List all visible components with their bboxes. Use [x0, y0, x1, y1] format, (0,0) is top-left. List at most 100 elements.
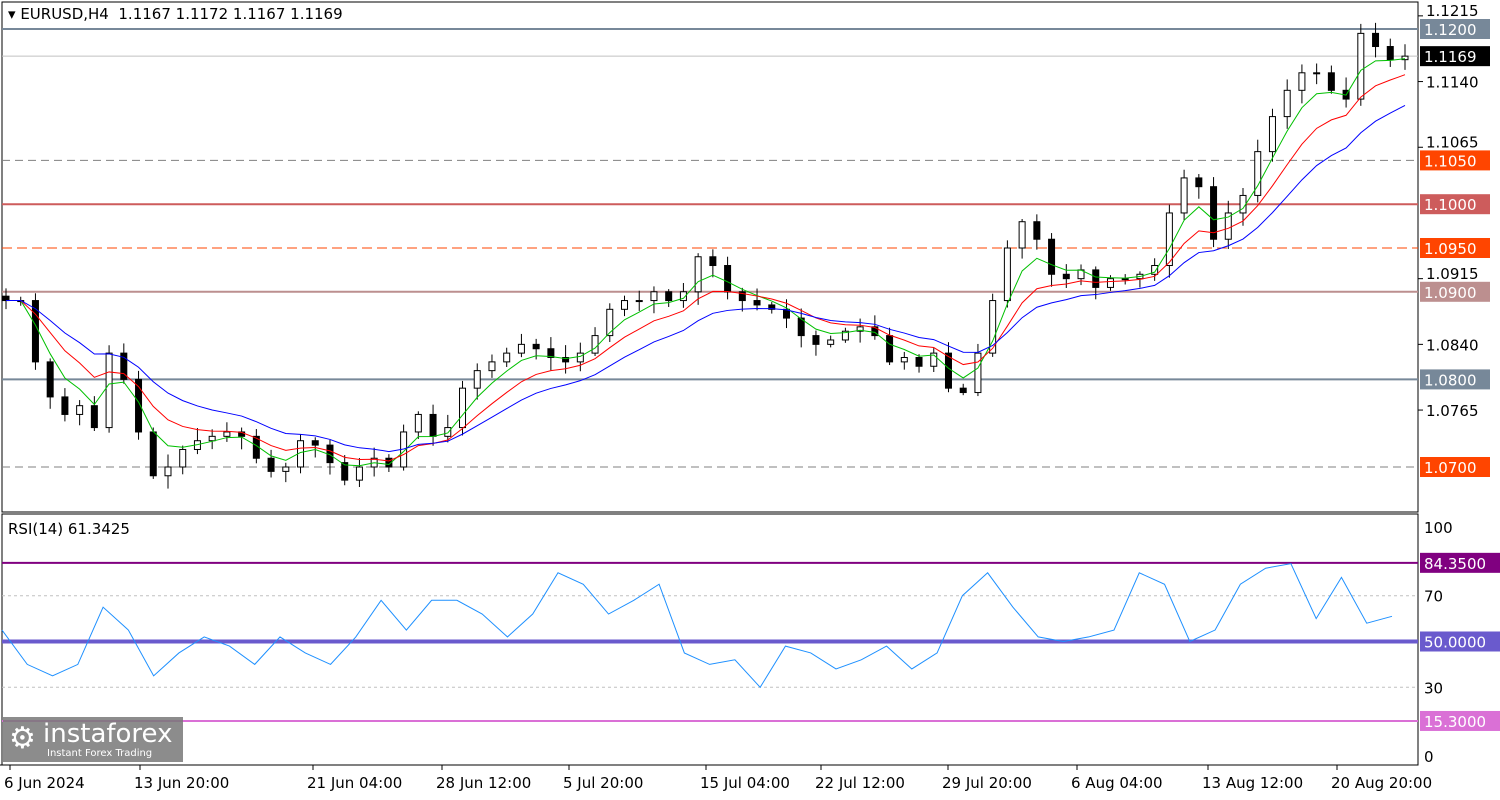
- candle-body: [1062, 273, 1070, 280]
- candle-body: [1033, 221, 1041, 240]
- candle-body: [385, 457, 393, 468]
- candle-body: [46, 361, 54, 398]
- candle-body: [135, 378, 143, 433]
- logo-name: instaforex: [43, 719, 173, 749]
- rsi-level-label: 15.3000: [1424, 713, 1486, 731]
- price-level-badge: [1420, 150, 1490, 171]
- candle-body: [694, 256, 702, 293]
- candle-body: [1048, 238, 1056, 275]
- candle-body: [827, 339, 835, 345]
- candle-body: [164, 466, 172, 477]
- candle-body: [1254, 151, 1262, 196]
- candle-body: [1106, 278, 1114, 288]
- candle-body: [915, 357, 923, 367]
- candle-body: [429, 413, 437, 437]
- rsi-header: RSI(14) 61.3425: [8, 520, 130, 538]
- price-tick-label: 1.1140: [1426, 74, 1479, 92]
- candle-body: [1401, 55, 1409, 61]
- candle-body: [1180, 177, 1188, 214]
- candle-body: [105, 352, 113, 429]
- candle-body: [900, 357, 908, 363]
- candle-body: [679, 291, 687, 302]
- rsi-level-badge: [1420, 710, 1500, 731]
- symbol: EURUSD,H4: [20, 5, 109, 23]
- logo-tagline: Instant Forex Trading: [47, 748, 153, 759]
- candle-body: [90, 405, 98, 429]
- time-tick-label: 21 Jun 04:00: [307, 774, 402, 792]
- candle-body: [1121, 278, 1129, 281]
- candle-body: [459, 387, 467, 429]
- candle-body: [1195, 177, 1203, 188]
- candle-body: [576, 352, 584, 363]
- time-tick-label: 28 Jun 12:00: [436, 774, 531, 792]
- candle-body: [1298, 72, 1306, 91]
- candle-body: [223, 431, 231, 437]
- candle-body: [606, 308, 614, 337]
- candle-body: [31, 300, 39, 363]
- price-tick-label: 1.0915: [1426, 265, 1479, 283]
- candle-body: [1386, 46, 1394, 61]
- candle-body: [76, 405, 84, 415]
- candle-body: [488, 361, 496, 372]
- candle-body: [724, 265, 732, 293]
- price-tick-label: 1.0765: [1426, 402, 1479, 420]
- price-level-label: 1.1169: [1424, 48, 1477, 66]
- candle-body: [1239, 194, 1247, 214]
- time-tick-label: 13 Jun 20:00: [134, 774, 229, 792]
- time-tick-label: 20 Aug 20:00: [1331, 774, 1432, 792]
- candle-body: [1357, 32, 1365, 100]
- price-level-label: 1.0900: [1424, 284, 1477, 302]
- price-level-label: 1.0950: [1424, 240, 1477, 258]
- rsi-level-badge: [1420, 552, 1500, 573]
- price-level-badge: [1420, 281, 1490, 302]
- price-tick-label: 1.0840: [1426, 336, 1479, 354]
- candle-body: [797, 317, 805, 337]
- price-tick-label: 1.1215: [1426, 2, 1479, 20]
- price-tick-label: 1.1065: [1426, 133, 1479, 151]
- candle-body: [341, 462, 349, 481]
- time-tick-label: 22 Jul 12:00: [815, 774, 905, 792]
- candle-body: [517, 343, 525, 354]
- candle-body: [267, 457, 275, 472]
- price-level-badge: [1420, 19, 1490, 39]
- main-pane-border: [1, 1, 1419, 513]
- time-tick-label: 15 Jul 04:00: [700, 774, 790, 792]
- candle-body: [959, 387, 967, 394]
- price-level-badge: [1420, 369, 1490, 390]
- candle-body: [1092, 269, 1100, 288]
- candle-body: [311, 440, 319, 446]
- price-level-label: 1.1000: [1424, 196, 1477, 214]
- candle-body: [208, 435, 216, 442]
- rsi-tick-label: 100: [1424, 519, 1453, 537]
- rsi-level-label: 84.3500: [1424, 555, 1486, 573]
- price-level-label: 1.0700: [1424, 459, 1477, 477]
- candle-body: [473, 370, 481, 389]
- candle-body: [1268, 116, 1276, 153]
- price-level-badge: [1420, 457, 1490, 477]
- candle-body: [1313, 72, 1321, 75]
- rsi-tick-label: 0: [1424, 748, 1434, 766]
- candle-body: [650, 291, 658, 302]
- time-tick-label: 29 Jul 20:00: [942, 774, 1032, 792]
- candle-body: [621, 300, 629, 310]
- candle-body: [61, 396, 69, 415]
- candle-body: [547, 348, 555, 358]
- candle-body: [355, 466, 363, 481]
- candle-body: [149, 431, 157, 477]
- moving-average-line: [6, 58, 1406, 467]
- candle-body: [1018, 221, 1026, 249]
- rsi-tick-label: 70: [1424, 588, 1443, 606]
- time-tick-label: 13 Aug 12:00: [1202, 774, 1303, 792]
- price-level-badge: [1420, 238, 1490, 258]
- candle-body: [503, 352, 511, 363]
- candle-body: [591, 335, 599, 354]
- candle-body: [414, 413, 422, 433]
- chart-header: ▾ EURUSD,H4 1.1167 1.1172 1.1167 1.1169: [8, 5, 343, 23]
- candle-body: [974, 352, 982, 394]
- candle-body: [841, 330, 849, 341]
- moving-average-line: [6, 104, 1406, 453]
- candle-body: [768, 304, 776, 310]
- gear-icon: ⚙: [9, 721, 36, 756]
- candle-body: [1372, 32, 1380, 48]
